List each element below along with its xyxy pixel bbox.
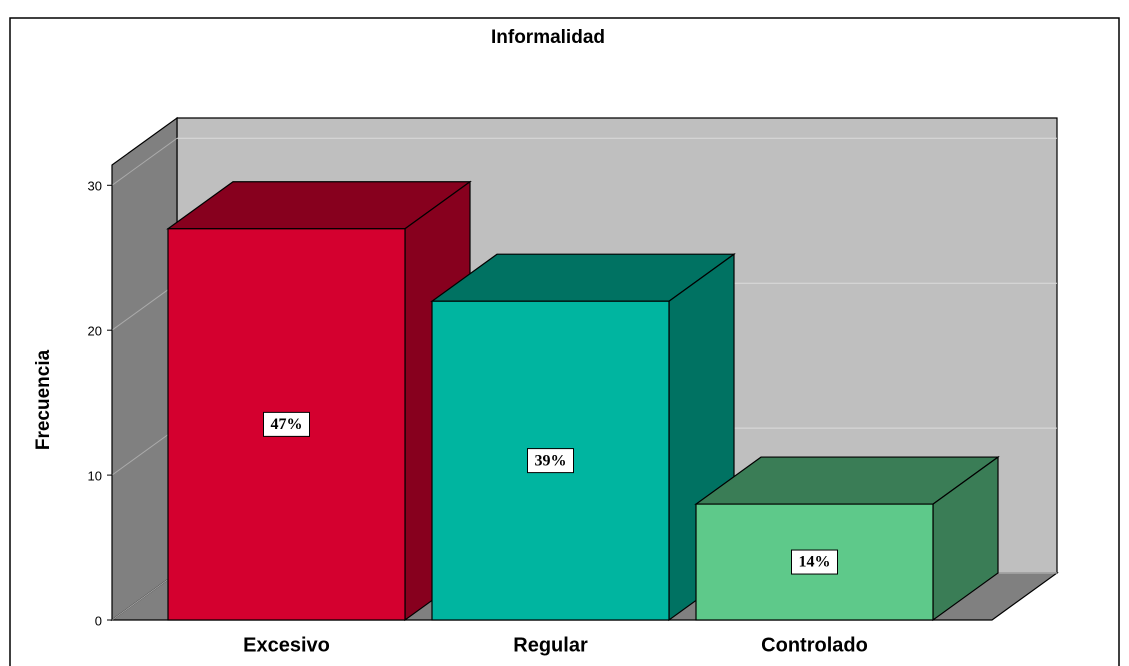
grid-line [111,282,178,331]
grid-line [111,572,178,621]
data-label: 39% [535,452,567,469]
data-label-box [527,448,574,474]
grid-line [111,137,178,186]
x-tick-label: Controlado [761,634,868,656]
chart-title: Informalidad [491,27,605,48]
data-label-box [263,411,310,437]
y-tick-label: 0 [95,613,102,628]
frame [9,17,1120,666]
data-label: 47% [271,416,303,433]
x-tick-label: Regular [513,634,588,656]
grid-line [111,427,178,476]
side-wall [111,116,178,622]
y-tick-label: 10 [88,469,102,484]
y-tick-label: 30 [88,179,102,194]
data-label: 14% [799,554,831,571]
y-tick-label: 20 [88,324,102,339]
y-axis-label: Frecuencia [33,349,54,450]
data-label-box [791,549,838,575]
x-tick-label: Excesivo [243,634,330,656]
